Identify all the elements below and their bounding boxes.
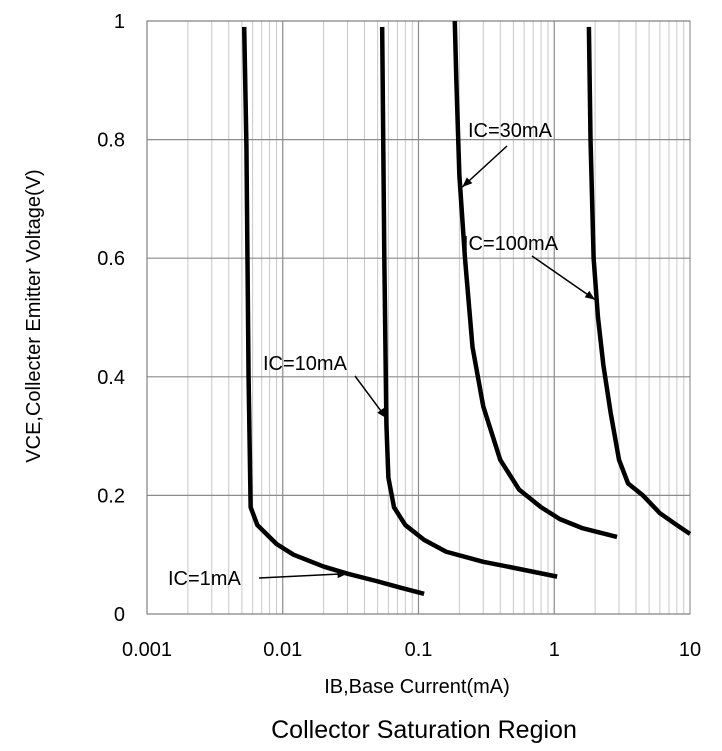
plot-frame [146, 20, 691, 615]
x-tick-labels: 0.001 0.01 0.1 1 10 [122, 639, 701, 661]
annotation-arrow-ic-10ma [354, 375, 387, 419]
annotation-label-ic-100ma: IC=100mA [463, 233, 559, 255]
y-tick-labels: 0 0.2 0.4 0.6 0.8 1 [97, 11, 125, 626]
chart-title: Collector Saturation Region [271, 716, 577, 744]
x-tick-label: 0.1 [405, 639, 433, 661]
y-tick-label: 0.2 [97, 485, 125, 507]
annotation-label-ic-30ma: IC=30mA [468, 120, 553, 142]
x-tick-label: 0.01 [263, 639, 302, 661]
annotation-layer: IC=1mA IC=10mA IC=30mA IC=100mA [168, 120, 596, 590]
series-line-ic-10ma [379, 26, 558, 579]
annotation-arrow-ic-30ma [461, 145, 508, 188]
y-tick-label: 0.6 [97, 248, 125, 270]
series-line-ic-100ma [586, 26, 692, 536]
annotation-label-ic-1ma: IC=1mA [168, 568, 241, 590]
annotation-label-ic-10ma: IC=10mA [263, 353, 348, 375]
series-layer [241, 20, 692, 597]
x-axis-label: IB,Base Current(mA) [324, 676, 510, 698]
grid [146, 20, 690, 615]
y-tick-label: 0 [114, 604, 125, 626]
annotation-arrow-ic-100ma [531, 255, 596, 301]
series-line-ic-1ma [241, 26, 425, 597]
y-tick-label: 0.4 [97, 367, 125, 389]
y-tick-label: 0.8 [97, 130, 125, 152]
x-tick-label: 0.001 [122, 639, 172, 661]
series-line-ic-30ma [452, 20, 618, 540]
y-tick-label: 1 [114, 11, 125, 33]
x-tick-label: 10 [679, 639, 701, 661]
y-axis-label: VCE,Collecter Emitter Voltage(V) [23, 169, 45, 462]
x-tick-label: 1 [549, 639, 560, 661]
annotation-arrow-ic-1ma [258, 570, 348, 579]
